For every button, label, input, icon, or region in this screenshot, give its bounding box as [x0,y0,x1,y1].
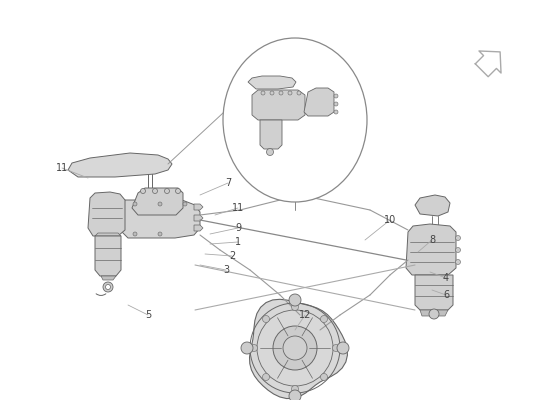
Text: 11: 11 [232,203,244,213]
Text: 5: 5 [145,310,151,320]
Circle shape [262,316,270,322]
Polygon shape [415,195,450,216]
Polygon shape [95,236,121,276]
Circle shape [106,284,111,290]
Text: 11: 11 [56,163,68,173]
Circle shape [455,236,460,240]
Circle shape [262,374,270,380]
Text: 2: 2 [229,251,235,261]
Circle shape [334,102,338,106]
Text: 9: 9 [235,223,241,233]
Polygon shape [250,299,348,398]
Circle shape [158,232,162,236]
Text: 7: 7 [225,178,231,188]
Polygon shape [194,204,203,210]
Text: 4: 4 [443,273,449,283]
Ellipse shape [223,38,367,202]
Polygon shape [88,192,125,236]
Circle shape [283,336,307,360]
Circle shape [289,294,301,306]
Polygon shape [194,215,203,221]
Circle shape [250,344,257,352]
Circle shape [334,94,338,98]
Circle shape [455,248,460,252]
Polygon shape [304,88,334,116]
Circle shape [140,188,146,194]
Circle shape [288,91,292,95]
Circle shape [455,260,460,264]
Circle shape [152,188,157,194]
Polygon shape [101,276,116,280]
Circle shape [273,326,317,370]
Circle shape [103,282,113,292]
Circle shape [175,188,180,194]
Circle shape [267,148,273,156]
Circle shape [133,232,137,236]
Circle shape [158,202,162,206]
Circle shape [241,342,253,354]
Text: 6: 6 [443,290,449,300]
Polygon shape [68,153,172,177]
Polygon shape [252,90,305,120]
Circle shape [429,309,439,319]
Circle shape [333,344,339,352]
Circle shape [334,110,338,114]
Circle shape [261,91,265,95]
Polygon shape [248,76,296,89]
Circle shape [321,374,327,380]
Polygon shape [194,225,203,231]
Circle shape [289,390,301,400]
Polygon shape [415,275,453,310]
Text: 10: 10 [384,215,396,225]
Text: 12: 12 [299,310,311,320]
Polygon shape [406,224,456,275]
Polygon shape [95,233,121,236]
Circle shape [164,188,169,194]
Circle shape [321,316,327,322]
Circle shape [133,202,137,206]
Text: 8: 8 [429,235,435,245]
Circle shape [279,91,283,95]
Circle shape [270,91,274,95]
Circle shape [337,342,349,354]
Circle shape [292,386,299,392]
Polygon shape [420,310,448,316]
Text: 1: 1 [235,237,241,247]
Circle shape [297,91,301,95]
Text: 3: 3 [223,265,229,275]
Circle shape [183,202,187,206]
Polygon shape [260,120,282,149]
Polygon shape [122,200,200,238]
Circle shape [292,304,299,310]
Polygon shape [132,188,183,215]
